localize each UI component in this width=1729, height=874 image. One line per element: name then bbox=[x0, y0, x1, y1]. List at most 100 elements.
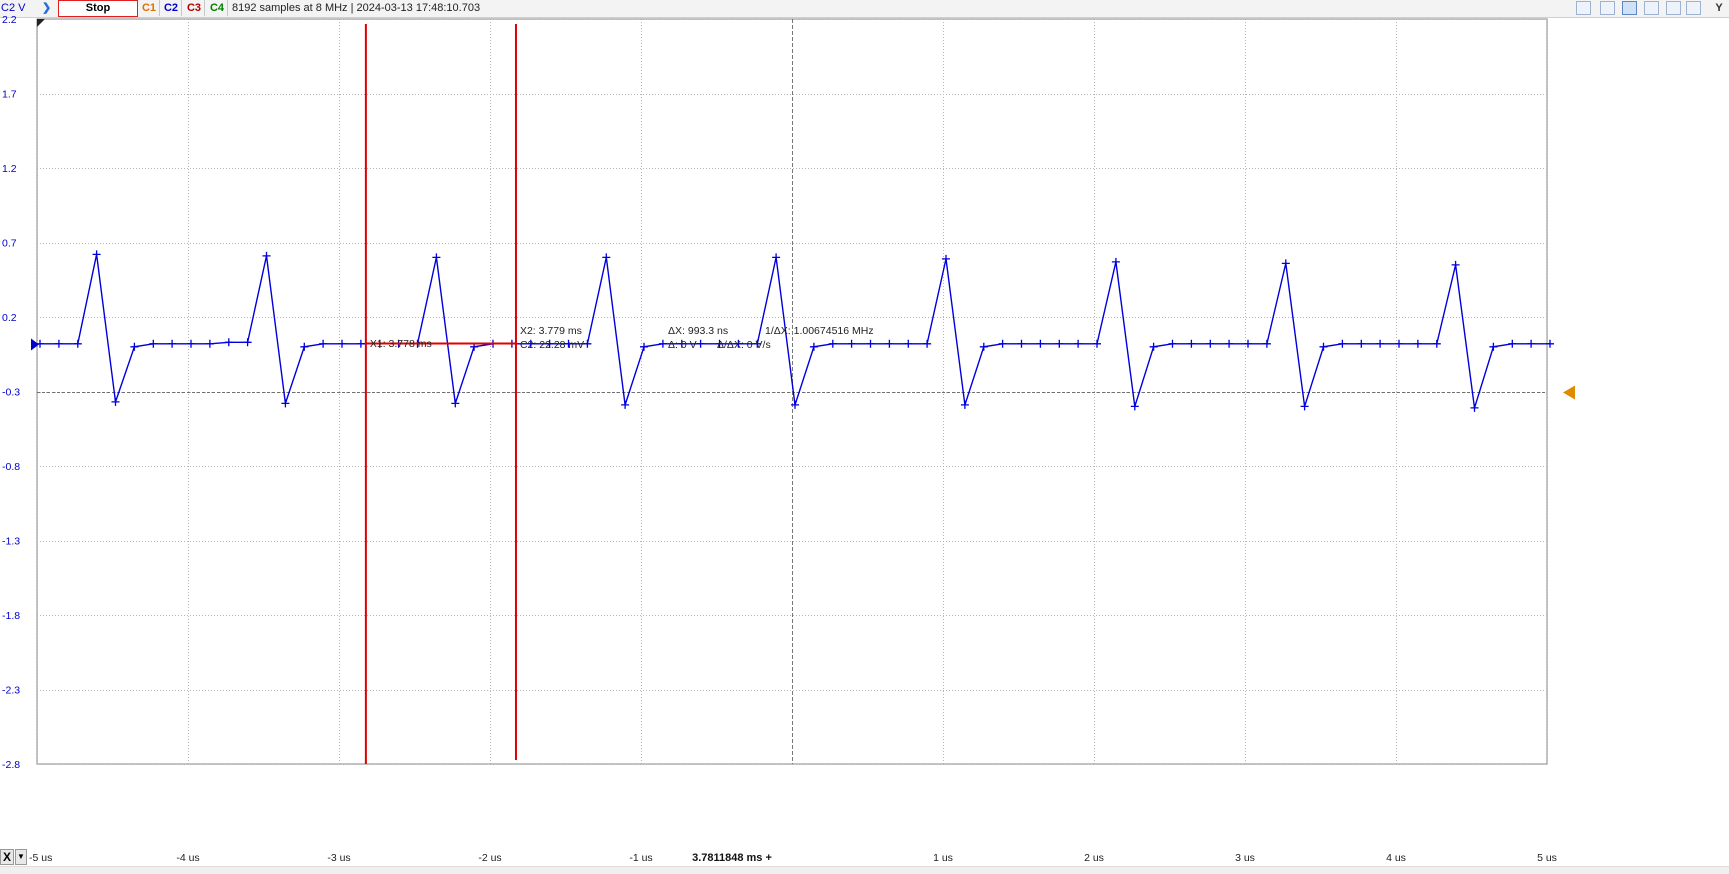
y-tick-label: 2.2 bbox=[2, 14, 17, 26]
series-point bbox=[715, 339, 724, 348]
x-tick-label: -4 us bbox=[176, 852, 199, 864]
series-point bbox=[640, 342, 648, 351]
cursor-layer[interactable] bbox=[364, 24, 517, 764]
series-point bbox=[753, 339, 762, 348]
bottom-strip bbox=[0, 866, 1729, 874]
channel-c3-button[interactable]: C3 bbox=[184, 0, 205, 16]
settings-icon[interactable] bbox=[1686, 1, 1701, 15]
x-tick-label: 5 us bbox=[1537, 852, 1557, 864]
x-axis-dropdown[interactable]: ▼ bbox=[15, 849, 27, 865]
series-point bbox=[130, 342, 139, 351]
cursor-dy-readout: Δ: 0 V bbox=[668, 339, 697, 351]
series-point bbox=[205, 339, 214, 348]
series-point bbox=[1187, 339, 1196, 348]
series-point bbox=[1432, 339, 1441, 348]
series-point bbox=[1130, 402, 1139, 411]
series-point bbox=[356, 339, 365, 348]
series-point bbox=[111, 397, 120, 406]
y-axis-button[interactable]: Y bbox=[1715, 2, 1723, 14]
channel-c4-button[interactable]: C4 bbox=[207, 0, 228, 16]
y-tick-label: 1.2 bbox=[2, 163, 17, 175]
series-point bbox=[734, 339, 743, 348]
series-c2 bbox=[36, 250, 1554, 412]
x-tick-label: -3 us bbox=[327, 852, 350, 864]
series-point bbox=[1206, 339, 1215, 348]
series-point bbox=[1055, 339, 1064, 348]
cursor-c2-readout: C2: 22.28 mV bbox=[520, 339, 584, 351]
series-point bbox=[1319, 342, 1328, 351]
series-point bbox=[1244, 339, 1252, 348]
series-point bbox=[54, 339, 63, 348]
series-point bbox=[1527, 339, 1536, 348]
series-point bbox=[262, 251, 271, 260]
channel-offset-marker[interactable] bbox=[31, 338, 39, 351]
y-tick-label: -1.8 bbox=[2, 610, 20, 622]
series-point bbox=[791, 400, 799, 409]
cursor-x1-readout: X1: 3.778 ms bbox=[370, 338, 432, 350]
y-tick-label: 1.7 bbox=[2, 89, 17, 101]
zoom-cursor-icon[interactable] bbox=[1600, 1, 1615, 15]
series-point bbox=[526, 339, 535, 348]
x-axis-button[interactable]: X bbox=[0, 849, 14, 865]
series-point bbox=[1225, 339, 1234, 348]
y-tick-label: -0.8 bbox=[2, 461, 20, 473]
series-point bbox=[923, 339, 932, 348]
series-point bbox=[224, 338, 233, 347]
cursor-slope-readout: Δ/ΔX: 0 V/s bbox=[717, 339, 771, 351]
x-tick-label: -2 us bbox=[478, 852, 501, 864]
axis-markers bbox=[31, 19, 1575, 400]
series-point bbox=[1451, 260, 1460, 269]
y-tick-label: -2.3 bbox=[2, 685, 20, 697]
series-point bbox=[281, 399, 290, 408]
cursor-inv-dx-readout: 1/ΔX: 1.00674516 MHz bbox=[765, 325, 874, 337]
y-tick-labels: 2.2 1.7 1.2 0.7 0.2 -0.3 -0.8 -1.3 -1.8 -2.3 -2.8 bbox=[2, 14, 20, 771]
series-point bbox=[979, 342, 988, 351]
series-point bbox=[1470, 403, 1479, 412]
channel-c1-button[interactable]: C1 bbox=[139, 0, 160, 16]
series-point bbox=[168, 339, 177, 348]
y-tick-label: -2.8 bbox=[2, 759, 20, 771]
channel-c2-button[interactable]: C2 bbox=[161, 0, 182, 16]
x-tick-label: 4 us bbox=[1386, 852, 1406, 864]
series-point bbox=[583, 339, 592, 348]
y-tick-label: 0.7 bbox=[2, 238, 17, 250]
series-point bbox=[1395, 339, 1403, 348]
stop-button[interactable]: Stop bbox=[58, 0, 138, 17]
series-point bbox=[1168, 339, 1177, 348]
series-point bbox=[1489, 342, 1498, 351]
cursor-x2-readout: X2: 3.779 ms bbox=[520, 325, 582, 337]
trigger-level-marker[interactable] bbox=[1563, 385, 1575, 400]
magnifier-icon[interactable] bbox=[1666, 1, 1681, 15]
series-point bbox=[1074, 339, 1083, 348]
zoom-y-icon[interactable] bbox=[1644, 1, 1659, 15]
series-point bbox=[1111, 257, 1120, 266]
series-point bbox=[1149, 342, 1158, 351]
series-point bbox=[338, 339, 346, 348]
x-tick-label: -5 us bbox=[29, 852, 52, 864]
series-point bbox=[885, 339, 894, 348]
series-point bbox=[1508, 339, 1517, 348]
series-point bbox=[1300, 402, 1309, 411]
series-point bbox=[1376, 339, 1385, 348]
zoom-x-icon[interactable] bbox=[1622, 1, 1637, 15]
series-point bbox=[1281, 259, 1290, 268]
run-arrow-icon[interactable]: ❯ bbox=[42, 2, 52, 14]
series-point bbox=[998, 339, 1007, 348]
series-point bbox=[602, 253, 611, 262]
series-point bbox=[564, 339, 573, 348]
corner-marker bbox=[37, 19, 45, 27]
y-tick-label: -1.3 bbox=[2, 536, 20, 548]
x-tick-label: 1 us bbox=[933, 852, 953, 864]
series-point bbox=[904, 339, 913, 348]
x-tick-label: 2 us bbox=[1084, 852, 1104, 864]
series-point bbox=[1093, 339, 1101, 348]
acquisition-status: 8192 samples at 8 MHz | 2024-03-13 17:48… bbox=[232, 2, 481, 14]
series-point bbox=[828, 339, 837, 348]
time-offset-label[interactable]: 3.7811848 ms + bbox=[692, 852, 772, 864]
series-point bbox=[809, 342, 818, 351]
series-point bbox=[772, 253, 781, 262]
series-point bbox=[1546, 339, 1554, 348]
zoom-in-icon[interactable] bbox=[1576, 1, 1591, 15]
x-tick-labels: -5 us -4 us -3 us -2 us -1 us 1 us 2 us 3 us 4 u… bbox=[29, 852, 1557, 864]
